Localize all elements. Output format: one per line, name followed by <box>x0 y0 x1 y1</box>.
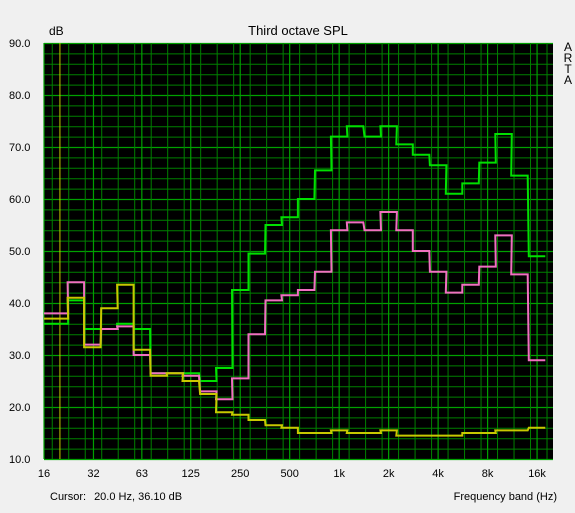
series-line-3 <box>44 283 546 437</box>
data-series <box>44 125 546 437</box>
cursor-readout: Cursor: 20.0 Hz, 36.10 dB <box>50 491 182 503</box>
side-letter: A <box>563 40 572 54</box>
side-letter: R <box>563 51 573 65</box>
x-tick-label: 8k <box>482 468 494 480</box>
y-tick-label: 60.0 <box>9 194 30 206</box>
chart-title: Third octave SPL <box>248 23 348 38</box>
x-tick-label: 2k <box>383 468 395 480</box>
cursor-value: 20.0 Hz, 36.10 dB <box>94 491 183 503</box>
y-tick-label: 20.0 <box>9 402 30 414</box>
y-tick-label: 70.0 <box>9 142 30 154</box>
y-axis-label: dB <box>49 24 64 38</box>
y-tick-label: 90.0 <box>9 38 30 50</box>
x-tick-label: 500 <box>281 468 299 480</box>
y-tick-label: 10.0 <box>9 454 30 466</box>
y-tick-label: 30.0 <box>9 350 30 362</box>
x-tick-label: 125 <box>182 468 200 480</box>
x-tick-label: 4k <box>432 468 444 480</box>
arta-side-label: A R T A <box>563 40 573 87</box>
x-tick-label: 1k <box>333 468 345 480</box>
y-tick-label: 40.0 <box>9 298 30 310</box>
side-letter: T <box>564 62 572 76</box>
y-tick-label: 80.0 <box>9 90 30 102</box>
x-tick-label: 250 <box>231 468 249 480</box>
y-tick-label: 50.0 <box>9 246 30 258</box>
x-tick-label: 16 <box>38 468 50 480</box>
x-tick-labels: 16 32 63 125 250 500 1k 2k 4k 8k 16k <box>38 468 547 480</box>
x-tick-label: 63 <box>136 468 148 480</box>
series-line-1 <box>44 125 546 382</box>
x-tick-label: 32 <box>87 468 99 480</box>
side-letter: A <box>563 73 572 87</box>
grid-lines <box>43 42 553 461</box>
cursor-label: Cursor: <box>50 491 87 503</box>
x-tick-label: 16k <box>528 468 546 480</box>
x-axis-label: Frequency band (Hz) <box>453 491 557 503</box>
series-line-2 <box>44 211 546 401</box>
y-tick-labels: 90.0 80.0 70.0 60.0 50.0 40.0 30.0 20.0 10.0 <box>9 38 30 466</box>
